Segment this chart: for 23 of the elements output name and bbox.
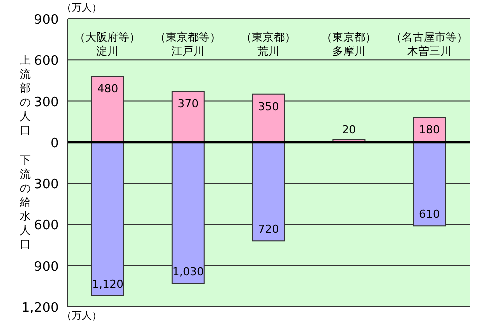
data-label: 370 (178, 98, 199, 111)
y2-tick-label: 1,200 (22, 301, 59, 316)
text: （万人） (62, 310, 102, 323)
data-label: 480 (98, 82, 118, 96)
x-tick-label: （東京都）荒川 (240, 31, 297, 59)
x-tick-label: （東京都）多摩川 (320, 31, 378, 59)
x-tick-label: （名古屋市等）木曽三川 (390, 31, 470, 59)
data-label: 1,120 (92, 278, 124, 292)
data-label: 180 (419, 124, 440, 137)
data-label: 20 (342, 124, 356, 137)
x-tick-label: （大阪府等）淀川 (73, 31, 142, 59)
text: 上流部の人口 (19, 54, 32, 138)
y-tick-label: 300 (34, 95, 59, 110)
data-label: 350 (258, 100, 280, 114)
text: （万人） (62, 2, 102, 15)
data-label: 610 (419, 208, 440, 222)
y-tick-label: 600 (34, 54, 59, 70)
data-label: 720 (258, 223, 280, 236)
y-tick-label: 900 (34, 13, 59, 28)
x-tick-label: （東京都等）江戸川 (154, 31, 222, 59)
y-tick-label: 0 (50, 136, 59, 152)
text: 下流の給水人口 (19, 154, 32, 252)
data-label: 1,030 (172, 266, 204, 279)
